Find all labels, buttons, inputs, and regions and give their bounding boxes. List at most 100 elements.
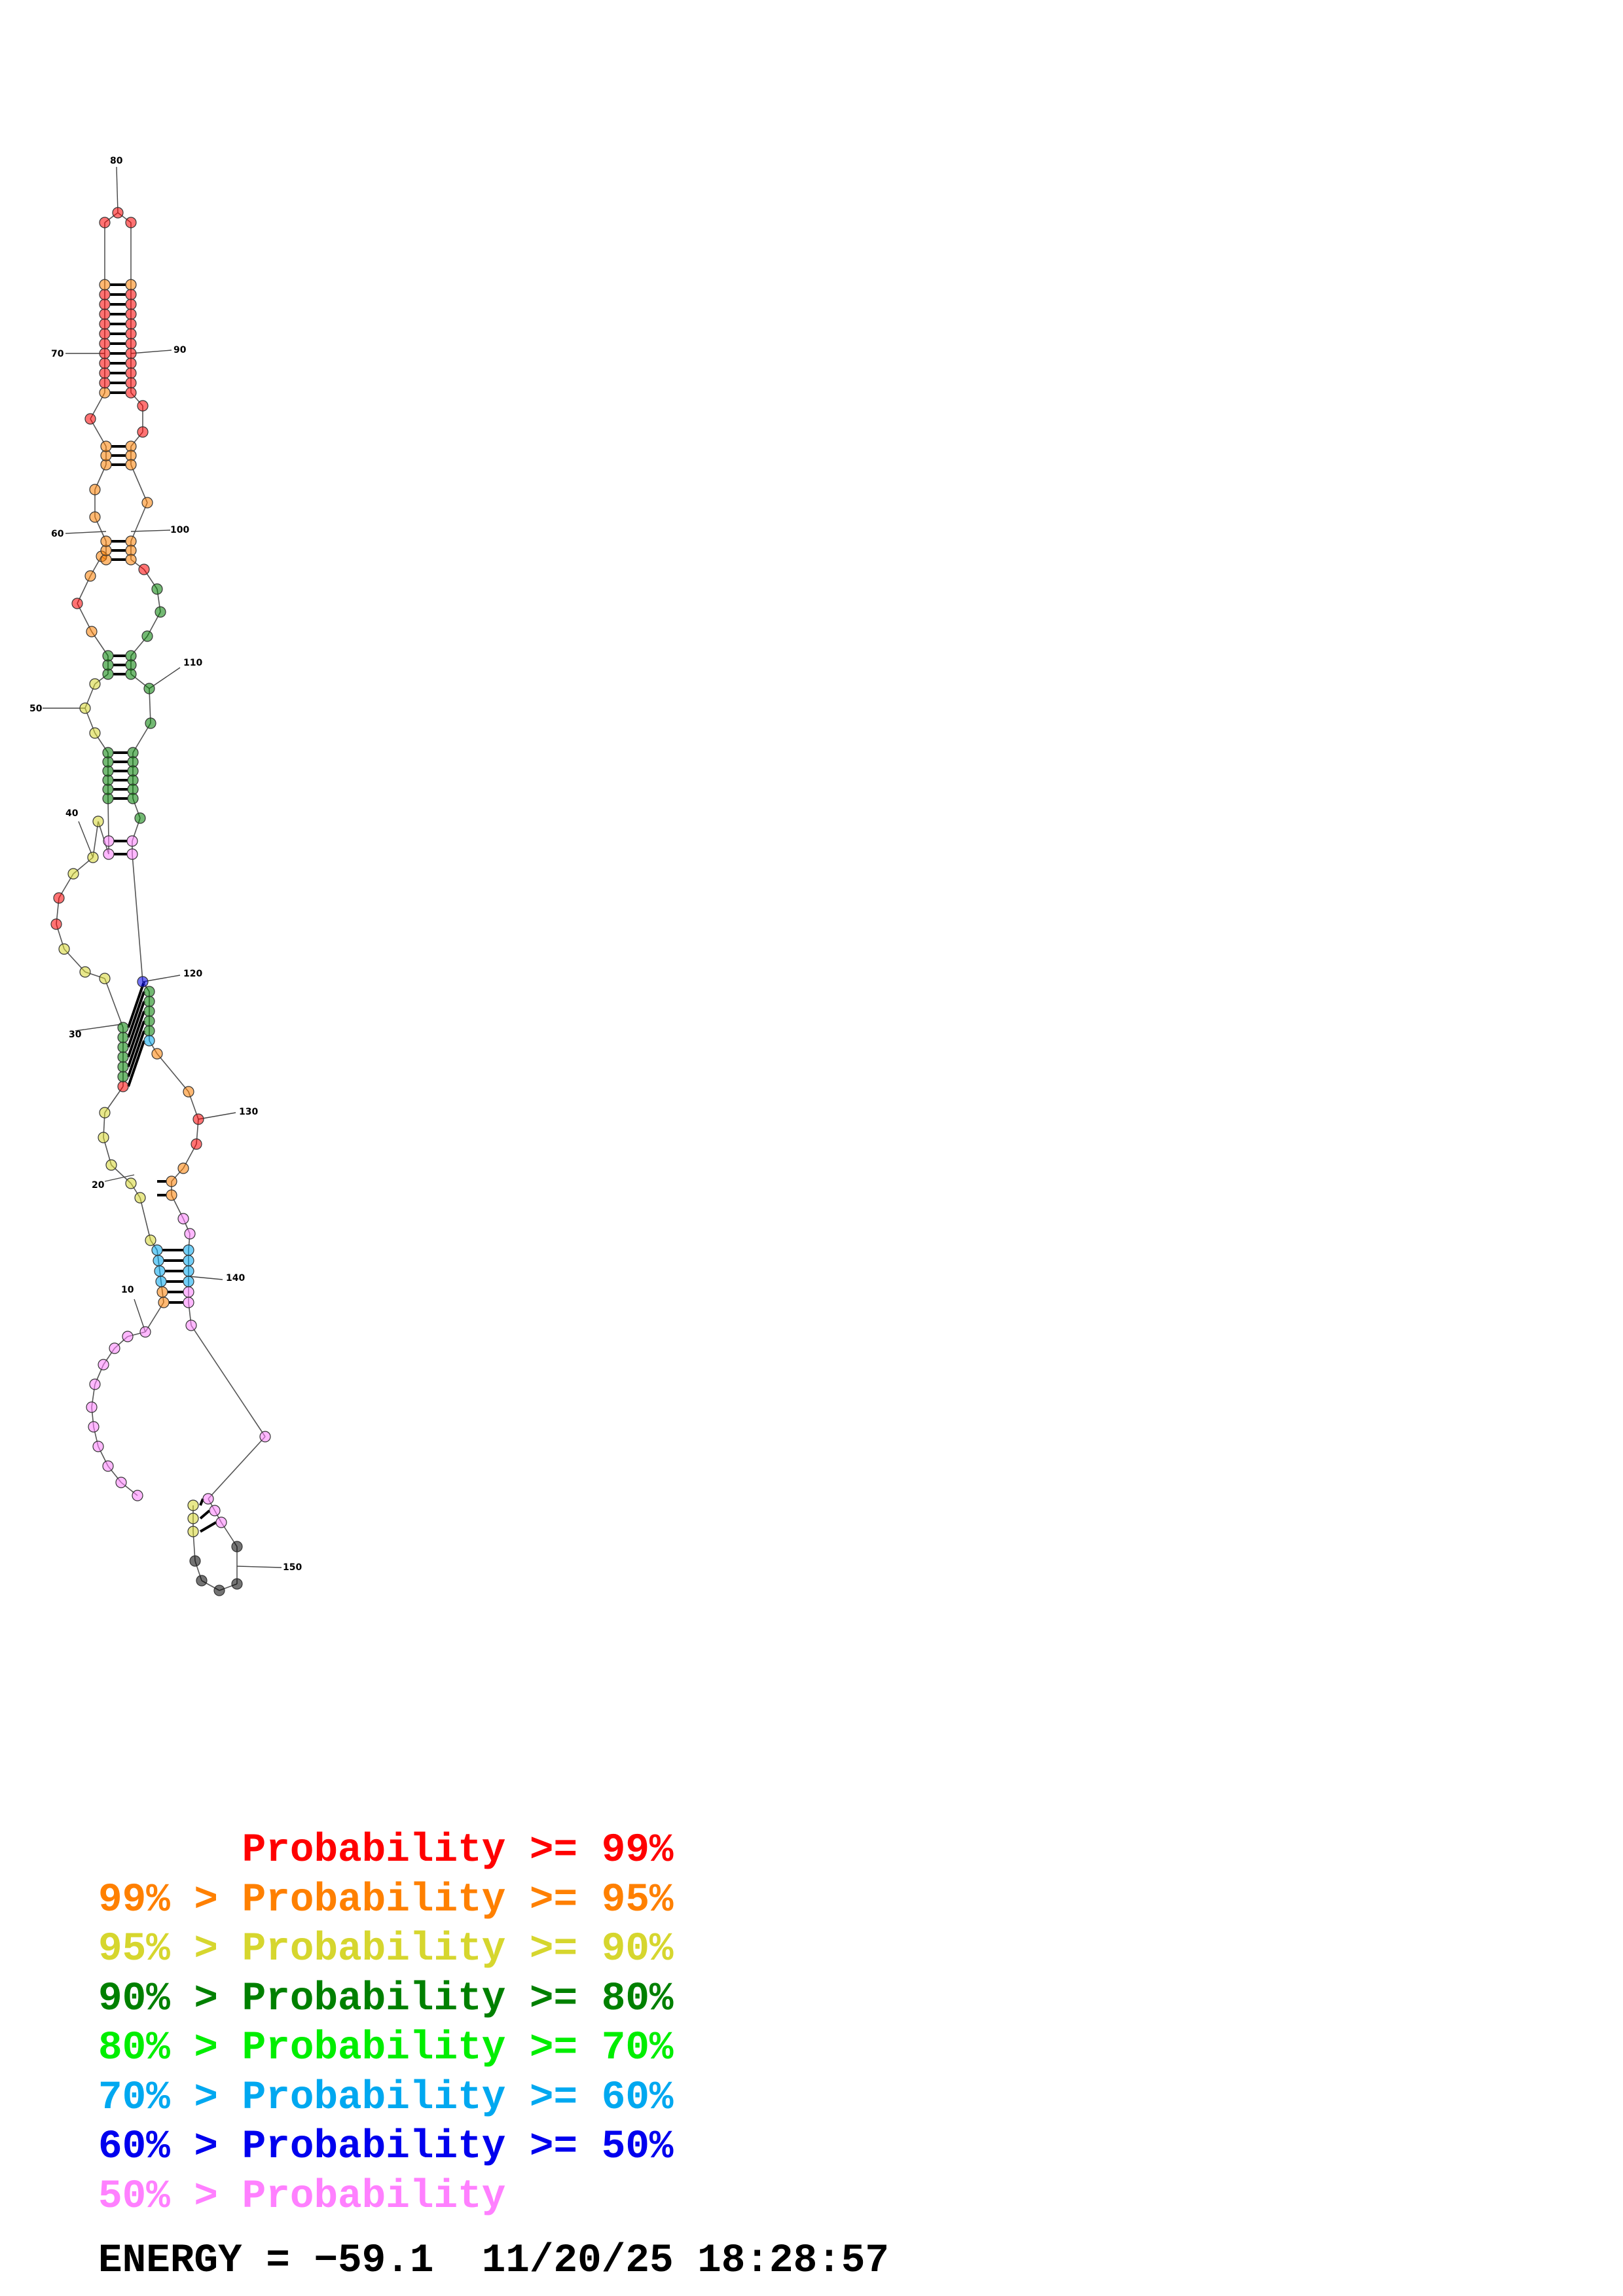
base-pair [127,1040,145,1087]
nucleotide [99,279,111,291]
nucleotide [99,348,111,359]
nucleotide [134,812,146,824]
nucleotide [92,1441,104,1452]
index-tick [198,1112,236,1120]
nucleotide [99,367,111,379]
nucleotide [183,1297,194,1308]
index-tick [130,350,172,354]
nucleotide [102,650,114,662]
backbone-segment [156,1053,189,1092]
nucleotide [71,598,83,609]
nucleotide [151,583,163,595]
legend-row: 95% > Probability >= 90% [98,1927,674,1972]
nucleotide [139,1326,151,1338]
nucleotide [183,1276,194,1287]
base-pair [127,1020,145,1067]
nucleotide [99,328,111,340]
nucleotide [103,835,115,847]
nucleotide [132,1490,143,1501]
nucleotide [125,298,137,310]
nucleotide [122,1331,134,1342]
nucleotide [99,377,111,389]
index-tick [134,1299,146,1333]
nucleotide [100,440,112,452]
nucleotide [137,976,149,988]
timestamp: 11/20/25 18:28:57 [481,2238,890,2284]
index-labels: 10 20 30 40 50 60 70 80 90 100 110 120 130 140 150 [29,156,302,1573]
index-tick [142,975,181,982]
index-tick [149,667,181,689]
nucleotide [125,348,137,359]
index-label: 110 [183,658,202,668]
nucleotide [125,328,137,340]
nucleotide [158,1297,170,1308]
nucleotide [53,892,65,904]
nucleotide [99,289,111,300]
nucleotide [117,1071,129,1083]
nucleotide [187,1526,199,1537]
nucleotide [231,1578,243,1590]
nucleotide [126,848,138,860]
nucleotide [166,1189,177,1201]
nucleotide [231,1541,243,1552]
nucleotide [183,1255,194,1266]
nucleotide [143,1015,155,1027]
legend-row: 90% > Probability >= 80% [98,1976,674,2022]
nucleotide [117,1061,129,1073]
base-pair [127,1030,145,1077]
nucleotide [187,1499,199,1511]
index-tick [65,531,107,534]
nucleotide [125,554,137,565]
nucleotide [89,727,101,739]
index-ticks [43,166,282,1568]
energy-value: ENERGY = −59.1 [98,2238,434,2284]
nucleotide [99,357,111,369]
nucleotide [185,1319,197,1331]
index-label: 150 [283,1562,302,1573]
nucleotide [125,357,137,369]
index-label: 10 [121,1285,134,1295]
nucleotide [143,986,155,997]
nucleotide [125,338,137,350]
nucleotide [99,338,111,350]
legend-row: 70% > Probability >= 60% [98,2075,674,2121]
nucleotide [134,1192,146,1204]
nucleotide [141,497,153,509]
index-tick [78,821,94,858]
nucleotide [151,1048,163,1060]
rna-secondary-structure: 10 20 30 40 50 60 70 80 90 100 110 120 130 140 150 [29,156,302,1596]
backbone-segment [107,798,109,842]
nucleotide [191,1138,202,1150]
backbone-segment [92,821,99,858]
nucleotide [98,1359,109,1371]
footer: ENERGY = −59.1 11/20/25 18:28:57 [98,2238,889,2284]
nucleotide [143,1025,155,1037]
nucleotide [117,1041,129,1053]
nucleotide [126,835,138,847]
backbone-segment [191,1325,266,1437]
nucleotide [112,207,124,219]
nucleotide [99,217,111,228]
nucleotide [125,217,137,228]
nucleotide [86,626,98,637]
backbone-segment [149,688,151,724]
backbone-segment [208,1436,266,1499]
index-label: 80 [110,156,123,166]
legend-row: 80% > Probability >= 70% [98,2026,674,2071]
nucleotide [125,1177,137,1189]
nucleotide [58,943,70,955]
backbone-segment [132,723,151,753]
nucleotide [145,1234,156,1246]
nucleotide [99,973,111,984]
legend-row: 60% > Probability >= 50% [98,2125,674,2170]
nucleotide [215,1516,227,1528]
index-label: 40 [65,808,79,819]
backbone-segment [139,1197,151,1241]
probability-legend: Probability >= 99% 99% > Probability >= 9… [98,1826,674,2221]
nucleotide [138,564,150,575]
base-pair [127,1011,145,1058]
legend-row: Probability >= 99% [98,1828,674,1873]
nucleotide [127,793,139,804]
base-pair [199,1521,217,1533]
nucleotide [103,848,115,860]
